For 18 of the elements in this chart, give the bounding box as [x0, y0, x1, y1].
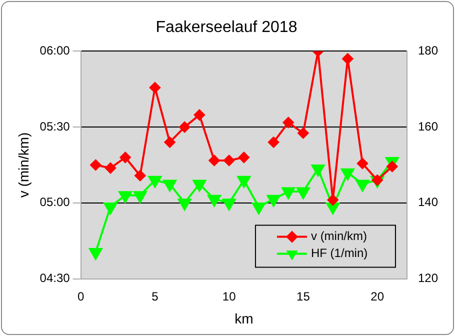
chart-title: Faakerseelauf 2018: [156, 19, 298, 36]
x-axis-title: km: [234, 310, 254, 326]
x-tick-label: 15: [296, 289, 310, 304]
y2-tick-label: 120: [418, 271, 438, 286]
x-tick-label: 10: [222, 289, 236, 304]
y-tick-label: 06:00: [40, 44, 70, 58]
y-tick-label: 04:30: [40, 271, 70, 286]
y2-tick-label: 140: [418, 195, 438, 210]
y2-tick-label: 180: [418, 44, 438, 58]
legend-label: v (min/km): [310, 229, 367, 244]
y2-tick-label: 160: [418, 119, 438, 134]
x-tick-label: 20: [370, 289, 384, 304]
y-tick-label: 05:00: [40, 195, 70, 210]
x-tick-label: 5: [152, 289, 159, 304]
x-tick-label: 0: [77, 289, 84, 304]
y-axis-title: v (min/km): [15, 132, 32, 198]
legend-label: HF (1/min): [310, 246, 368, 260]
y-tick-label: 05:30: [40, 119, 70, 134]
